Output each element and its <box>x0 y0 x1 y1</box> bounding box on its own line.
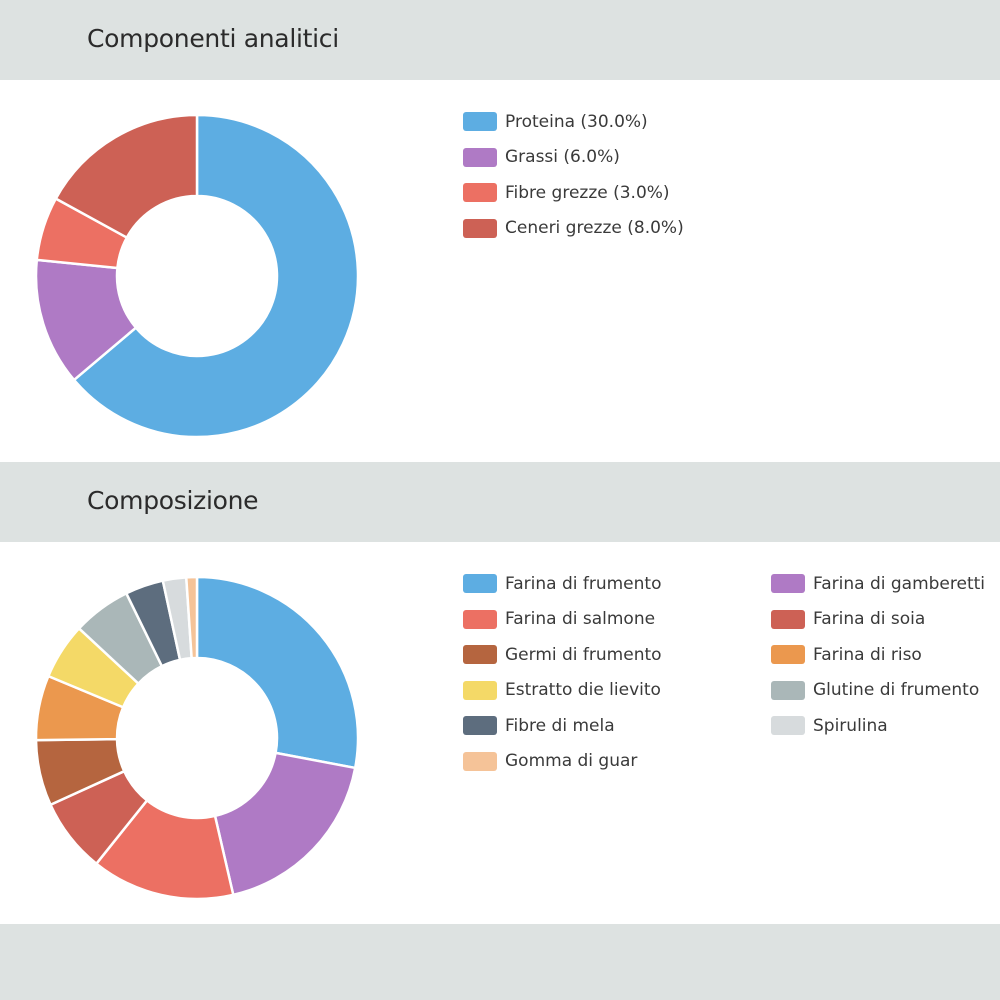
legend-item-proteina[interactable]: Proteina (30.0%) <box>463 104 684 140</box>
slice-gomma-di-guar[interactable] <box>184 575 199 660</box>
legend-item-germi-di-frumento[interactable]: Germi di frumento <box>463 637 771 673</box>
legend-item-farina-di-soia[interactable]: Farina di soia <box>771 602 1000 638</box>
donut-chart-composizione <box>34 575 360 901</box>
legend-swatch <box>463 183 497 203</box>
legend-swatch <box>771 645 805 665</box>
legend-item-farina-di-frumento[interactable]: Farina di frumento <box>463 566 771 602</box>
legend-swatch <box>463 645 497 665</box>
legend-item-farina-di-salmone[interactable]: Farina di salmone <box>463 602 771 638</box>
legend-label: Fibre grezze (3.0%) <box>505 182 670 203</box>
slice-ceneri-grezze[interactable] <box>54 113 199 239</box>
legend-composizione: Farina di frumento Farina di gamberetti Fa… <box>463 566 1000 779</box>
legend-item-glutine-di-frumento[interactable]: Glutine di frumento <box>771 673 1000 709</box>
legend-swatch <box>771 609 805 629</box>
donut-chart-componenti <box>34 113 360 439</box>
legend-label: Estratto die lievito <box>505 680 661 701</box>
legend-label: Farina di gamberetti <box>813 573 986 594</box>
legend-label: Ceneri grezze (8.0%) <box>505 218 684 239</box>
section-header-composizione: Composizione <box>0 462 1000 542</box>
section-title: Componenti analitici <box>87 24 339 53</box>
legend-swatch <box>463 147 497 167</box>
legend-swatch <box>463 574 497 594</box>
legend-swatch <box>463 112 497 132</box>
legend-swatch <box>463 716 497 736</box>
legend-swatch <box>463 680 497 700</box>
legend-item-estratto-die-lievito[interactable]: Estratto die lievito <box>463 673 771 709</box>
legend-label: Germi di frumento <box>505 644 662 665</box>
legend-item-gomma-di-guar[interactable]: Gomma di guar <box>463 744 771 780</box>
legend-swatch <box>771 716 805 736</box>
legend-item-fibre-di-mela[interactable]: Fibre di mela <box>463 708 771 744</box>
legend-label: Glutine di frumento <box>813 680 980 701</box>
footer-bar <box>0 924 1000 1000</box>
legend-item-ceneri-grezze[interactable]: Ceneri grezze (8.0%) <box>463 211 684 247</box>
legend-item-spirulina[interactable]: Spirulina <box>771 708 1000 744</box>
legend-label: Gomma di guar <box>505 751 638 772</box>
slice-farina-di-frumento[interactable] <box>195 575 360 770</box>
legend-swatch <box>463 751 497 771</box>
legend-swatch <box>463 218 497 238</box>
legend-componenti: Proteina (30.0%) Grassi (6.0%) Fibre grezz… <box>463 104 684 246</box>
legend-label: Grassi (6.0%) <box>505 147 620 168</box>
legend-label: Proteina (30.0%) <box>505 111 648 132</box>
legend-label: Farina di riso <box>813 644 922 665</box>
legend-item-fibre-grezze[interactable]: Fibre grezze (3.0%) <box>463 175 684 211</box>
legend-label: Spirulina <box>813 715 888 736</box>
legend-item-farina-di-gamberetti[interactable]: Farina di gamberetti <box>771 566 1000 602</box>
legend-item-grassi[interactable]: Grassi (6.0%) <box>463 140 684 176</box>
legend-swatch <box>771 574 805 594</box>
legend-swatch <box>771 680 805 700</box>
legend-label: Farina di salmone <box>505 609 656 630</box>
legend-label: Fibre di mela <box>505 715 615 736</box>
section-header-componenti: Componenti analitici <box>0 0 1000 80</box>
legend-label: Farina di frumento <box>505 573 662 594</box>
legend-label: Farina di soia <box>813 609 926 630</box>
legend-item-farina-di-riso[interactable]: Farina di riso <box>771 637 1000 673</box>
legend-swatch <box>463 609 497 629</box>
slice-proteina[interactable] <box>72 113 360 439</box>
section-title: Composizione <box>87 486 259 515</box>
slice-farina-di-gamberetti[interactable] <box>213 751 357 897</box>
